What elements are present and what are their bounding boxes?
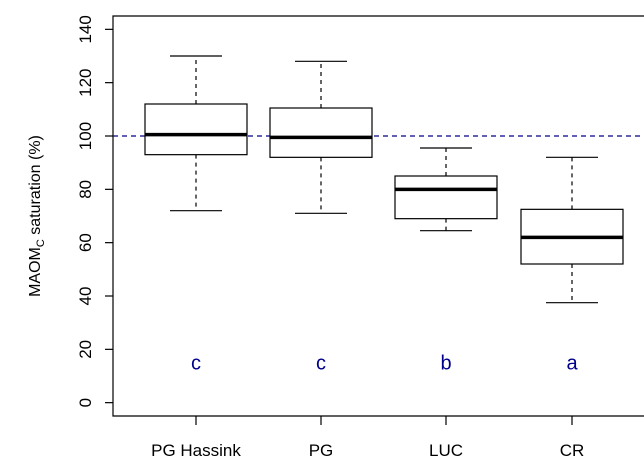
significance-letter: b <box>440 353 451 375</box>
y-tick-label: 40 <box>76 287 95 306</box>
x-tick-label: LUC <box>429 441 463 460</box>
y-tick-label: 60 <box>76 233 95 252</box>
y-axis-label: MAOMC saturation (%) <box>27 135 47 297</box>
box-iqr <box>395 176 497 219</box>
y-axis-label-subscript: C <box>35 239 47 247</box>
x-tick-label: PG Hassink <box>151 441 241 460</box>
y-tick-label: 0 <box>76 398 95 407</box>
y-axis: 0 20 40 60 80 100 120 140 <box>76 15 113 407</box>
box-iqr <box>145 104 247 155</box>
y-axis-label-prefix: MAOM <box>27 247 44 297</box>
significance-letter: c <box>191 353 201 375</box>
box-group: a <box>521 157 623 374</box>
x-tick-label: CR <box>560 441 585 460</box>
box-iqr <box>270 108 372 157</box>
significance-letter: a <box>566 353 578 375</box>
y-tick-label: 120 <box>76 68 95 96</box>
box-group: c <box>270 61 372 374</box>
box-group: c <box>145 56 247 375</box>
y-tick-label: 140 <box>76 15 95 43</box>
y-tick-label: 80 <box>76 180 95 199</box>
y-tick-label: 100 <box>76 122 95 150</box>
box-group: b <box>395 148 497 375</box>
y-tick-label: 20 <box>76 340 95 359</box>
x-axis: PG Hassink PG LUC CR <box>151 416 584 460</box>
x-tick-label: PG <box>309 441 334 460</box>
y-axis-label-suffix: saturation (%) <box>27 135 44 239</box>
significance-letter: c <box>316 353 326 375</box>
